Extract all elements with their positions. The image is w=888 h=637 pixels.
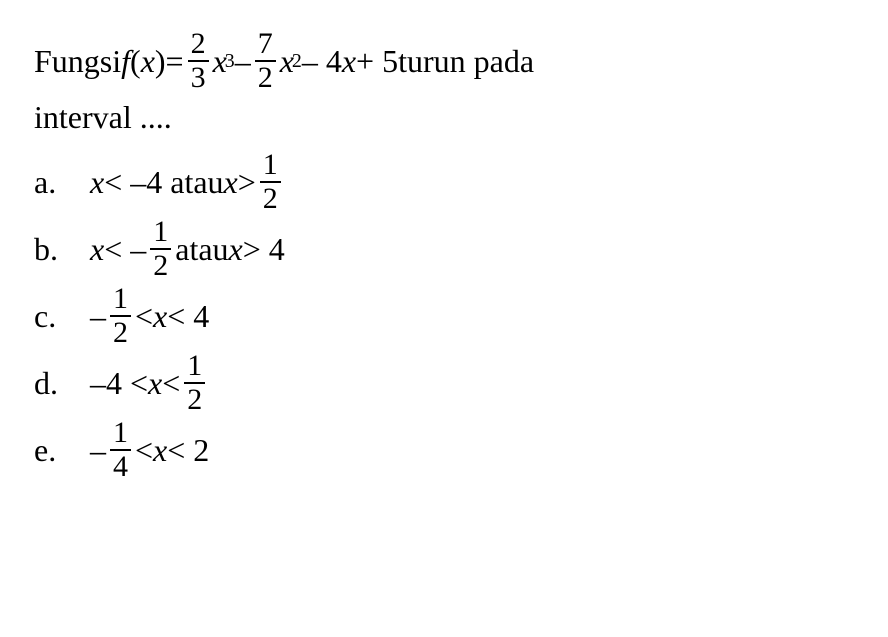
opt-c-neg: – [90, 292, 106, 340]
frac-den: 2 [150, 248, 171, 282]
eq-sign: = [166, 37, 184, 85]
option-b: b. x < – 1 2 atau x > 4 [34, 216, 854, 281]
opt-d-x: x [148, 359, 162, 407]
option-a: a. x < –4 atau x > 1 2 [34, 149, 854, 214]
opt-a-gt: > [238, 158, 256, 206]
frac-num: 1 [260, 149, 281, 181]
opt-e-x: x [153, 426, 167, 474]
opt-b-x1: x [90, 225, 104, 273]
option-d: d. –4 < x < 1 2 [34, 350, 854, 415]
frac-den: 2 [110, 315, 131, 349]
frac-num: 7 [255, 28, 276, 60]
frac-den: 2 [184, 382, 205, 416]
opt-e-neg: – [90, 426, 106, 474]
option-e: e. – 1 4 < x < 2 [34, 417, 854, 482]
opt-b-x2: x [229, 225, 243, 273]
opt-e-frac: 1 4 [110, 417, 131, 482]
opt-c-frac: 1 2 [110, 283, 131, 348]
opt-a-frac: 1 2 [260, 149, 281, 214]
trail-text: turun pada [398, 37, 534, 85]
fx-paren-open: ( [130, 37, 141, 85]
opt-a-x2: x [224, 158, 238, 206]
opt-a-text1: < –4 atau [104, 158, 223, 206]
frac-den: 3 [188, 60, 209, 94]
text-prefix: Fungsi [34, 37, 121, 85]
fx-paren-close: ) [155, 37, 166, 85]
frac-num: 1 [110, 283, 131, 315]
frac-den: 4 [110, 449, 131, 483]
opt-b-gt4: > 4 [243, 225, 285, 273]
opt-c-lt4: < 4 [167, 292, 209, 340]
fraction-2-3: 2 3 [188, 28, 209, 93]
opt-b-lt: < – [104, 225, 146, 273]
term3-x: x [342, 37, 356, 85]
opt-b-atau: atau [175, 225, 228, 273]
opt-d-lt: < [162, 359, 180, 407]
opt-e-lt1: < [135, 426, 153, 474]
plus-5: + 5 [356, 37, 398, 85]
question-line-2: interval .... [34, 93, 854, 141]
option-letter: a. [34, 158, 90, 206]
option-c: c. – 1 2 < x < 4 [34, 283, 854, 348]
frac-num: 1 [110, 417, 131, 449]
frac-num: 1 [184, 350, 205, 382]
fraction-7-2: 7 2 [255, 28, 276, 93]
question-line-1: Fungsi f(x) = 2 3 x3 – 7 2 x2 – 4x + 5 t… [34, 28, 854, 93]
frac-num: 1 [150, 216, 171, 248]
frac-den: 2 [255, 60, 276, 94]
fx-x: x [141, 37, 155, 85]
opt-e-lt2: < 2 [167, 426, 209, 474]
opt-d-frac: 1 2 [184, 350, 205, 415]
minus-2: – 4 [302, 37, 342, 85]
frac-den: 2 [260, 181, 281, 215]
minus-1: – [235, 37, 251, 85]
opt-c-lt1: < [135, 292, 153, 340]
opt-b-frac1: 1 2 [150, 216, 171, 281]
option-letter: c. [34, 292, 90, 340]
option-letter: e. [34, 426, 90, 474]
frac-num: 2 [188, 28, 209, 60]
option-letter: d. [34, 359, 90, 407]
opt-a-x1: x [90, 158, 104, 206]
option-letter: b. [34, 225, 90, 273]
opt-c-x: x [153, 292, 167, 340]
options-block: a. x < –4 atau x > 1 2 b. x < – 1 2 atau… [34, 149, 854, 482]
fx-f: f [121, 37, 130, 85]
opt-d-p1: –4 < [90, 359, 148, 407]
question-block: Fungsi f(x) = 2 3 x3 – 7 2 x2 – 4x + 5 t… [34, 28, 854, 141]
